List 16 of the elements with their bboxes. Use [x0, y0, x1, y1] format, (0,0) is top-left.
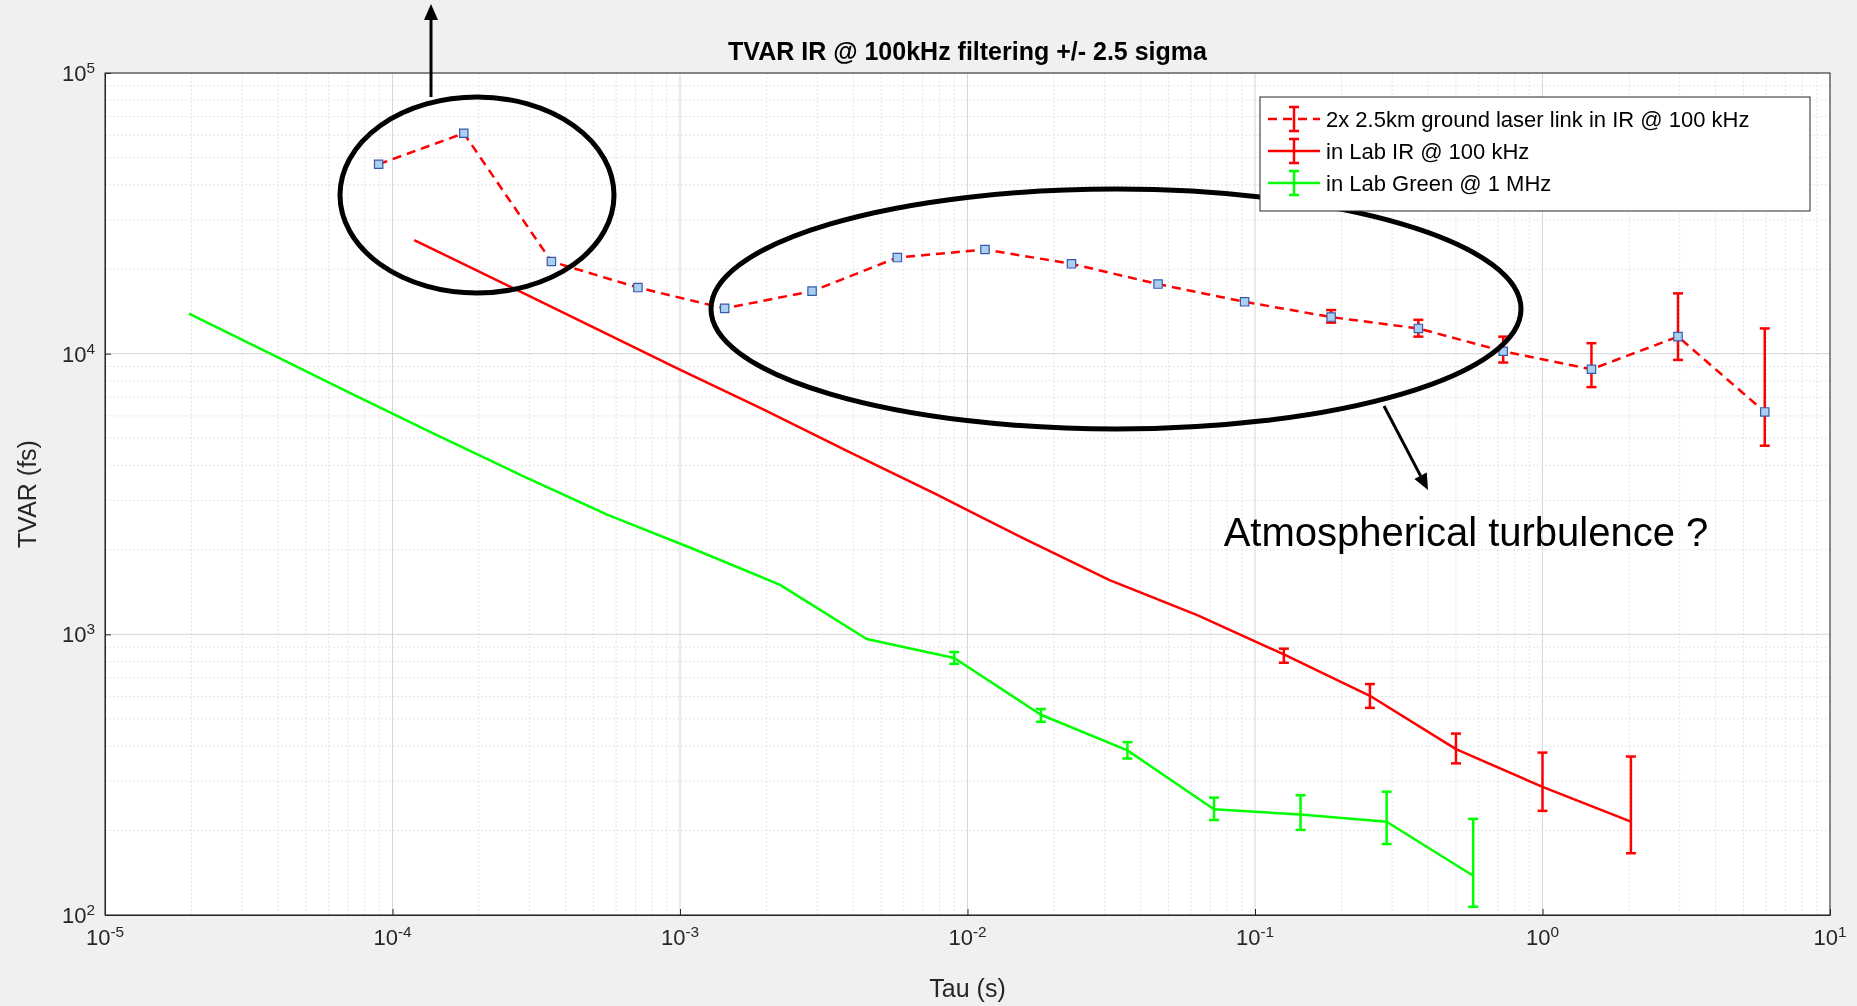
legend-label: in Lab IR @ 100 kHz — [1326, 139, 1530, 164]
y-tick-label: 10$^{4}$ — [61, 339, 96, 367]
y-tick-label: 10$^{5}$ — [61, 58, 95, 86]
y-tick-label: 10$^{3}$ — [61, 619, 95, 648]
x-tick-label: 10$^{-2}$ — [948, 922, 987, 950]
x-tick-label: 10$^{-3}$ — [660, 922, 700, 950]
annotation: Atmospherical turbulence ? — [1223, 510, 1709, 554]
x-tick-label: 10$^{-4}$ — [373, 922, 413, 950]
x-tick-label: 10$^{1}$ — [1813, 922, 1847, 950]
x-tick-label: 10$^{-1}$ — [1235, 922, 1275, 950]
chart-title: TVAR IR @ 100kHz filtering +/- 2.5 sigma — [728, 37, 1209, 65]
legend-label: 2x 2.5km ground laser link in IR @ 100 kHz — [1326, 107, 1750, 132]
legend-label: in Lab Green @ 1 MHz — [1326, 171, 1552, 196]
y-axis-title: TVAR (fs) — [13, 440, 41, 548]
x-tick-label: 10$^{0}$ — [1525, 922, 1560, 950]
x-axis-title: Tau (s) — [929, 974, 1006, 1002]
